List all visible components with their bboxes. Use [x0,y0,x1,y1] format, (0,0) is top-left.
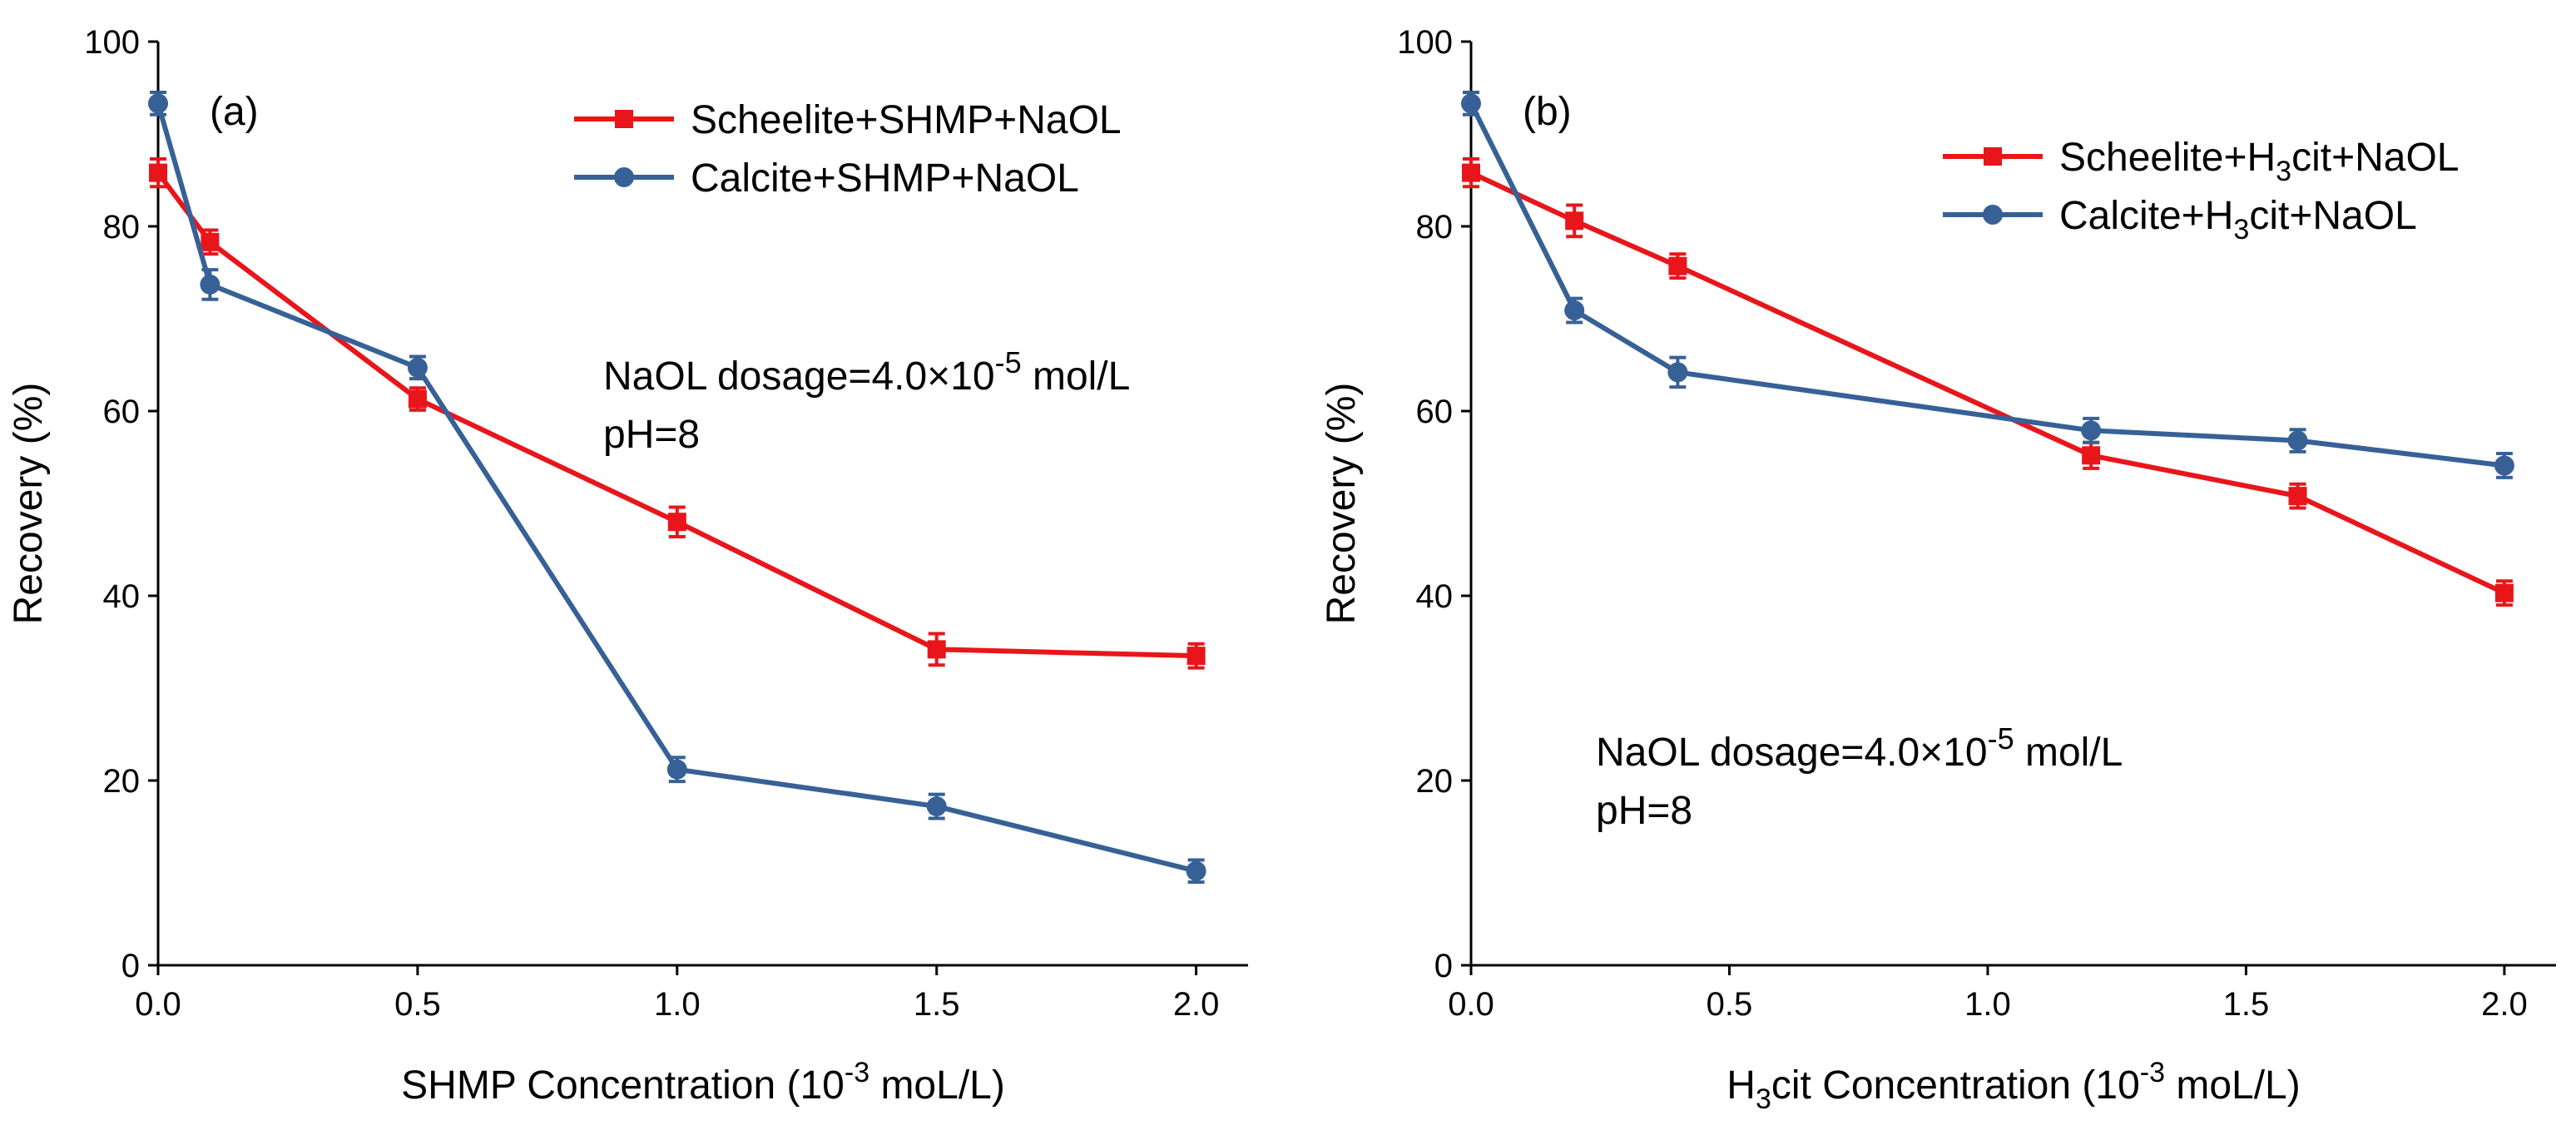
legend-label-subscript: 3 [2276,156,2291,187]
annotation-part: NaOL dosage=4.0×10 [1596,731,1988,775]
legend-marker [1984,147,2002,166]
legend-label-text: cit+NaOL [2249,194,2416,238]
annotation-part: NaOL dosage=4.0×10 [603,354,995,399]
chart-panel-a: 0 20 40 60 80 100 0.0 0.5 1.0 1.5 2.0 Recovery (%) S… [7,24,1248,1108]
chart-panel-b: 0 20 40 60 80 100 0.0 0.5 1.0 1.5 2.0 Recovery (%) H… [1320,24,2556,1115]
y-tick-label: 20 [103,763,141,800]
data-point [2288,487,2307,506]
y-tick-label: 40 [103,578,141,615]
annotation-text: pH=8 [603,413,700,457]
series-line [156,171,1196,659]
x-axis-label-text: cit Concentration (10 [1771,1063,2140,1108]
x-axis-label-text: SHMP Concentration (10 [401,1063,845,1108]
y-tick-label: 40 [1416,578,1454,615]
series-line [1469,170,2506,596]
y-tick-label: 20 [1416,763,1454,800]
x-axis-label-text: moL/L) [2165,1063,2301,1108]
data-point [1668,256,1687,275]
x-axis-label-text: moL/L) [869,1063,1005,1108]
x-axis-label-text: H [1726,1063,1756,1108]
data-point [1565,211,1584,230]
x-axis-label: SHMP Concentration (10-3 moL/L) [401,1057,1005,1108]
x-tick-label: 0.5 [394,986,441,1023]
data-point [2082,446,2101,465]
panel-label: (a) [210,90,259,134]
legend-label-text: Scheelite+SHMP+NaOL [691,98,1122,142]
data-point [200,274,220,295]
data-point [1461,93,1481,114]
data-point [149,163,167,182]
y-tick-label: 0 [1434,948,1453,984]
x-tick-label: 1.0 [654,986,701,1023]
y-axis-label: Recovery (%) [1320,383,1364,625]
annotation-text: NaOL dosage=4.0×10-5 mol/L [1596,721,2123,775]
legend-marker [1983,205,2003,225]
series-line [156,102,1197,874]
legend-label-text: cit+NaOL [2291,136,2459,180]
y-tick-label: 0 [121,948,140,984]
x-tick-label: 1.0 [1964,986,2011,1023]
series-line [1469,102,2505,468]
data-point [2081,420,2102,441]
annotation-part: pH=8 [1596,789,1692,833]
annotation-superscript: -5 [1988,721,2014,756]
legend-marker [615,110,633,128]
data-point [148,93,168,114]
data-point [201,232,220,251]
y-tick-label: 100 [84,24,140,61]
series-calcite: Calcite+H3cit+NaOL [1461,91,2514,479]
x-axis-label-subscript: 3 [1756,1083,1771,1115]
legend-label-subscript: 3 [2233,214,2249,245]
data-point [1462,163,1480,182]
data-point [926,796,947,817]
series-calcite: Calcite+SHMP+NaOL [148,91,1206,885]
x-tick-label: 1.5 [2223,986,2270,1023]
data-point [1564,300,1585,321]
series-scheelite: Scheelite+H3cit+NaOL [1462,136,2514,607]
data-point [1186,860,1206,881]
annotation-part: mol/L [2014,731,2123,775]
legend-label: Scheelite+SHMP+NaOL [691,98,1122,142]
data-point [407,357,428,378]
legend-label-text: Scheelite+H [2059,136,2276,180]
legend-label: Scheelite+H3cit+NaOL [2059,136,2460,187]
x-axis-label-superscript: -3 [845,1057,869,1088]
legend-marker [614,167,634,187]
series-scheelite: Scheelite+SHMP+NaOL [149,98,1206,670]
annotation-superscript: -5 [995,345,1022,379]
x-tick-label: 1.5 [914,986,960,1023]
annotation-text: NaOL dosage=4.0×10-5 mol/L [603,345,1130,399]
annotation-part: pH=8 [603,413,700,457]
data-point [1186,647,1206,666]
x-tick-label: 0.0 [1448,986,1494,1023]
data-point [408,389,427,409]
x-tick-label: 0.5 [1707,986,1753,1023]
data-point [2494,455,2514,476]
legend-label: Calcite+SHMP+NaOL [691,156,1079,201]
x-tick-label: 2.0 [2481,986,2528,1023]
legend-label-text: Calcite+SHMP+NaOL [691,156,1079,201]
x-axis-label: H3cit Concentration (10-3 moL/L) [1726,1057,2300,1115]
y-tick-label: 60 [103,394,141,430]
data-point [666,759,687,780]
annotation-part: mol/L [1022,354,1131,399]
x-axis-label-superscript: -3 [2140,1057,2165,1088]
legend-label: Calcite+H3cit+NaOL [2059,194,2417,245]
panel-label: (b) [1523,90,1572,134]
y-tick-label: 80 [103,209,141,245]
legend-label-text: Calcite+H [2059,194,2233,238]
data-point [927,640,946,659]
data-point [2287,430,2308,451]
y-tick-label: 100 [1397,24,1453,61]
y-tick-label: 80 [1416,209,1454,245]
y-tick-label: 60 [1416,394,1454,430]
annotation-text: pH=8 [1596,789,1692,833]
y-axis-label: Recovery (%) [7,383,51,625]
x-tick-label: 0.0 [135,986,181,1023]
data-point [1667,362,1688,383]
data-point [2494,583,2514,602]
x-tick-label: 2.0 [1173,986,1220,1023]
data-point [667,513,686,532]
